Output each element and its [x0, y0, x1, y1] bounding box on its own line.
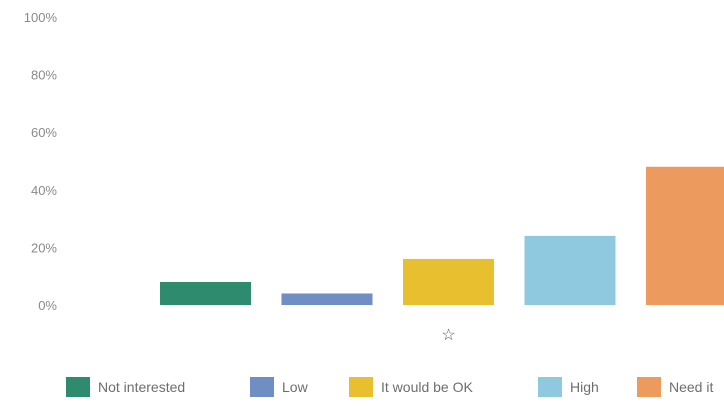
bar-it-would-be-ok: [403, 258, 494, 305]
legend-item: It would be OK: [349, 377, 473, 397]
y-tick-label: 40%: [31, 183, 57, 198]
bar-not-interested: [160, 281, 251, 305]
legend-label: It would be OK: [381, 379, 473, 395]
star-annotation: ☆: [441, 327, 455, 344]
legend-item: High: [538, 377, 599, 397]
bar-low: [281, 293, 373, 305]
legend-label: Need it: [669, 379, 713, 395]
y-tick-label: 80%: [31, 68, 57, 83]
bar-high: [524, 235, 616, 305]
y-tick-label: 0%: [38, 298, 57, 313]
bar-need-it: [646, 166, 724, 305]
legend-swatch: [538, 377, 562, 397]
legend-label: Low: [282, 379, 309, 395]
legend-label: High: [570, 379, 599, 395]
legend-swatch: [250, 377, 274, 397]
legend-item: Need it: [637, 377, 713, 397]
y-tick-label: 20%: [31, 240, 57, 255]
legend-item: Not interested: [66, 377, 185, 397]
legend-label: Not interested: [98, 379, 185, 395]
y-tick-label: 60%: [31, 125, 57, 140]
legend-item: Low: [250, 377, 309, 397]
legend-swatch: [349, 377, 373, 397]
legend-swatch: [66, 377, 90, 397]
y-tick-label: 100%: [24, 10, 58, 25]
legend-swatch: [637, 377, 661, 397]
